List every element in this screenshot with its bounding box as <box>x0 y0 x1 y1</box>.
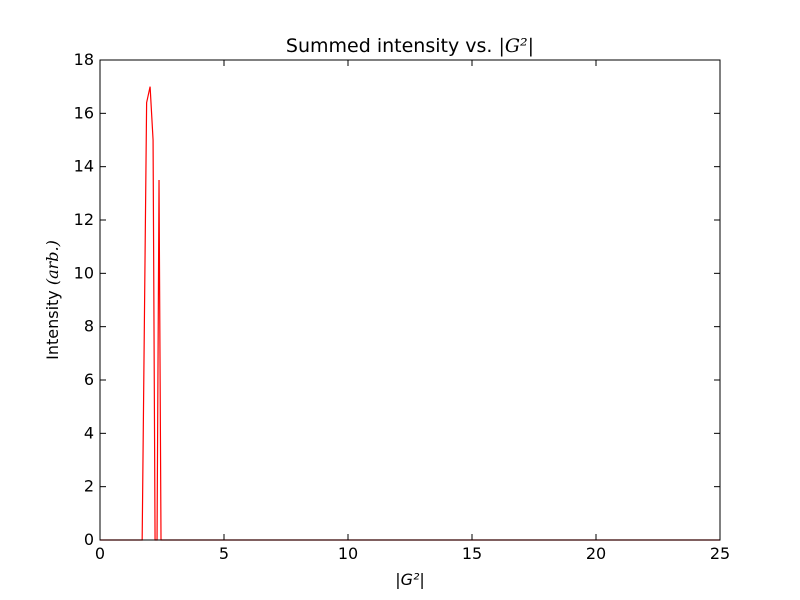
y-tick-label: 8 <box>84 317 94 336</box>
plot-content <box>100 86 720 541</box>
x-tick-label: 20 <box>586 544 606 563</box>
y-axis-label-math: (arb.) <box>43 240 62 285</box>
y-axis-ticks: 0 2 4 6 8 10 12 14 16 18 <box>74 50 720 549</box>
x-axis-ticks: 0 5 10 15 20 25 <box>95 60 730 563</box>
y-tick-label: 2 <box>84 477 94 496</box>
x-tick-label: 15 <box>462 544 482 563</box>
chart-title: Summed intensity vs. |G²| <box>286 35 534 57</box>
x-tick-label: 10 <box>338 544 358 563</box>
x-tick-label: 5 <box>219 544 229 563</box>
series-line-0 <box>100 86 720 541</box>
y-tick-label: 14 <box>74 157 94 176</box>
y-tick-label: 12 <box>74 210 94 229</box>
x-axis-label: |G²| <box>395 570 425 589</box>
y-tick-label: 10 <box>74 263 94 282</box>
y-tick-label: 4 <box>84 423 94 442</box>
y-axis-label-text: Intensity <box>43 285 62 360</box>
plot-frame <box>99 59 721 541</box>
y-axis-label: Intensity (arb.) <box>43 240 62 360</box>
y-tick-label: 0 <box>84 530 94 549</box>
x-tick-label: 0 <box>95 544 105 563</box>
chart-title-math: |G²| <box>498 35 534 57</box>
x-tick-label: 25 <box>710 544 730 563</box>
y-tick-label: 16 <box>74 103 94 122</box>
y-tick-label: 18 <box>74 50 94 69</box>
y-tick-label: 6 <box>84 370 94 389</box>
chart-title-text: Summed intensity vs. <box>286 35 499 57</box>
